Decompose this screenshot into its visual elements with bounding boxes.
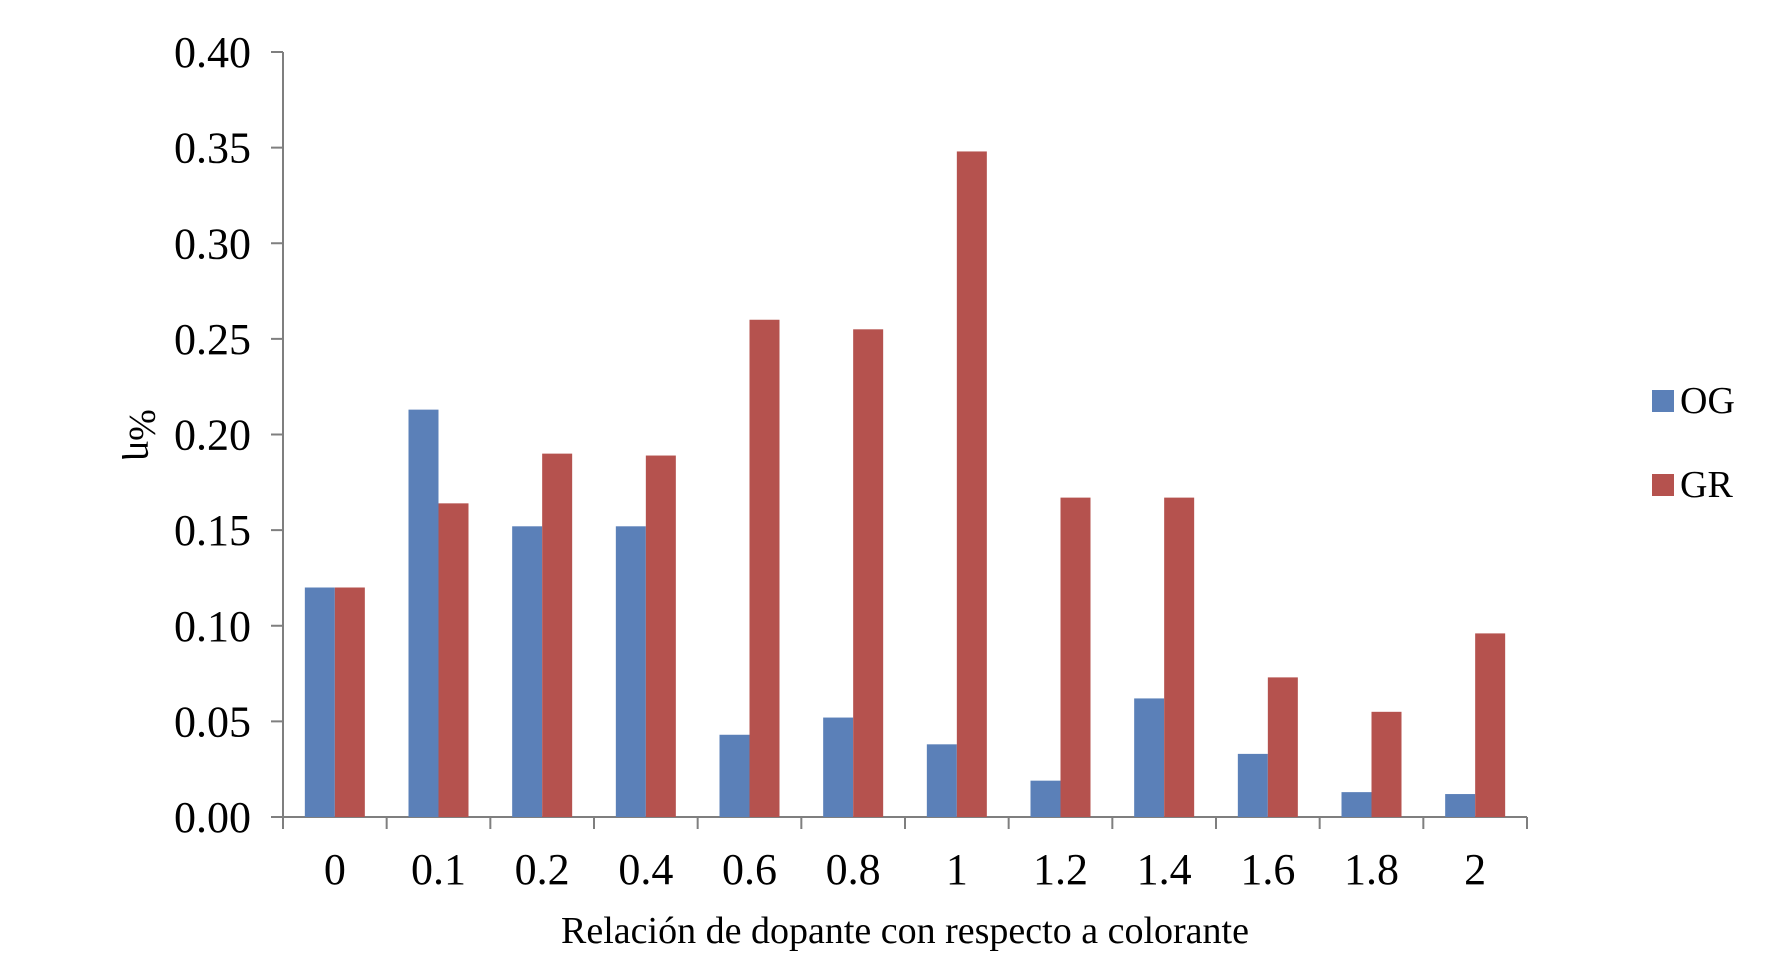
y-axis: 0.00 0.05 0.10 0.15 0.20 0.25 0.30 0.35 0.40 [174,28,284,842]
legend-label-og: OG [1680,380,1735,422]
x-tick-label: 0.8 [826,845,881,894]
x-tick-label: 1 [946,845,968,894]
bar-og-6 [926,744,957,817]
bar-gr-0 [334,587,365,817]
x-tick-label: 2 [1464,845,1486,894]
y-tick-label: 0.10 [174,602,251,651]
bar-gr-7 [1060,497,1091,817]
bar-gr-3 [645,455,676,817]
y-tick-label: 0.35 [174,124,251,173]
y-tick-label: 0.20 [174,411,251,460]
y-axis-title: %η [121,409,163,461]
x-tick-label: 1.6 [1240,845,1295,894]
x-tick-label: 0.1 [411,845,466,894]
bar-gr-9 [1267,677,1298,817]
x-tick-label: 0 [324,845,346,894]
bar-og-10 [1341,792,1372,817]
x-tick-label: 0.2 [515,845,570,894]
bar-gr-1 [438,503,469,817]
bar-og-4 [719,734,750,817]
x-tick-label: 1.4 [1137,845,1192,894]
bar-og-1 [408,409,439,817]
bar-gr-5 [853,329,884,817]
bar-og-7 [1030,780,1061,817]
x-axis: 0 0.1 0.2 0.4 0.6 0.8 1 1.2 1.4 1.6 1.8 2 [282,816,1528,894]
bar-og-5 [823,717,854,817]
y-tick-label: 0.25 [174,315,251,364]
bar-og-0 [304,587,335,817]
bar-gr-8 [1164,497,1195,817]
bars-group [304,151,1506,817]
bar-gr-6 [956,151,987,817]
bar-og-3 [615,526,646,817]
legend-swatch-og [1652,390,1674,412]
bar-gr-10 [1371,711,1402,817]
legend-swatch-gr [1652,474,1674,496]
x-tick-label: 1.2 [1033,845,1088,894]
bar-og-8 [1134,698,1165,817]
bar-gr-2 [542,453,573,817]
legend-label-gr: GR [1680,464,1733,506]
x-axis-title: Relación de dopante con respecto a color… [561,910,1249,952]
bar-gr-4 [749,319,780,817]
bar-og-2 [512,526,543,817]
bar-og-11 [1445,794,1476,817]
y-tick-label: 0.30 [174,219,251,268]
y-tick-label: 0.40 [174,28,251,77]
x-tick-label: 1.8 [1344,845,1399,894]
y-tick-label: 0.00 [174,793,251,842]
bar-og-9 [1237,753,1268,817]
x-tick-label: 0.6 [722,845,777,894]
bar-gr-11 [1475,633,1506,817]
y-tick-label: 0.15 [174,506,251,555]
legend: OG GR [1652,380,1735,506]
y-tick-label: 0.05 [174,697,251,746]
x-tick-label: 0.4 [618,845,673,894]
